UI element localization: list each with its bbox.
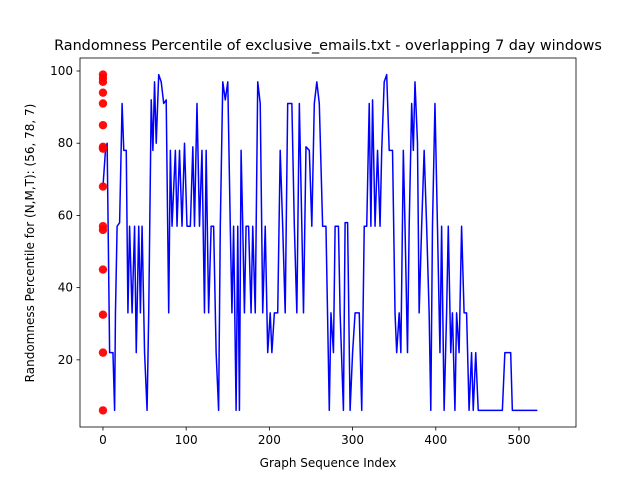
scatter-point bbox=[98, 88, 108, 97]
x-tick-label: 400 bbox=[424, 433, 447, 447]
scatter-point bbox=[98, 310, 108, 319]
y-tick-label: 20 bbox=[58, 353, 73, 367]
scatter-point bbox=[98, 225, 108, 235]
plot-frame bbox=[79, 57, 577, 428]
x-tick-label: 500 bbox=[508, 433, 531, 447]
chart-title: Randomness Percentile of exclusive_email… bbox=[54, 38, 602, 54]
data-line bbox=[102, 73, 538, 412]
scatter-point bbox=[98, 265, 108, 274]
y-tick-label: 40 bbox=[58, 281, 73, 295]
x-axis-label: Graph Sequence Index bbox=[260, 456, 397, 470]
x-tick-label: 0 bbox=[99, 433, 107, 447]
y-tick-label: 80 bbox=[58, 136, 73, 150]
y-tick-label: 60 bbox=[58, 208, 73, 222]
scatter-point bbox=[98, 99, 108, 108]
y-axis-label: Randomness Percentile for (N,M,T): (56, … bbox=[23, 104, 37, 383]
scatter-point bbox=[98, 182, 108, 191]
x-tick-label: 300 bbox=[341, 433, 364, 447]
x-tick-label: 200 bbox=[258, 433, 281, 447]
scatter-point bbox=[98, 144, 108, 153]
x-tick-label: 100 bbox=[175, 433, 198, 447]
scatter-point bbox=[98, 120, 108, 130]
y-tick-label: 100 bbox=[50, 64, 73, 78]
scatter-point bbox=[98, 348, 108, 357]
scatter-point bbox=[98, 77, 108, 87]
scatter-point bbox=[98, 406, 108, 415]
